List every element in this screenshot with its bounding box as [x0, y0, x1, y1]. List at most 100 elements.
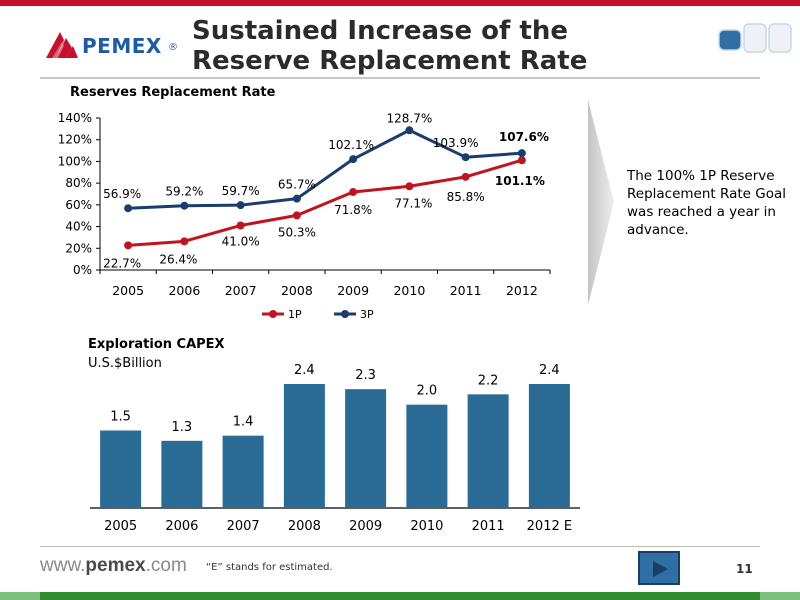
capex-bar: [406, 404, 448, 508]
bar-chart-title: Exploration CAPEX: [88, 337, 225, 352]
header-divider: [40, 77, 760, 79]
x-tick-label: 2010: [393, 283, 425, 298]
capex-bar: [161, 440, 203, 508]
series-point-3p: [517, 149, 526, 158]
footer-url-prefix: www.: [40, 555, 86, 576]
y-tick-label: 0%: [73, 263, 92, 277]
capex-bar-value-label: 1.3: [172, 420, 193, 435]
data-label-1p: 101.1%: [495, 174, 545, 188]
x-tick-label: 2008: [281, 283, 313, 298]
y-tick-label: 40%: [65, 220, 92, 234]
legend-label-3p: 3P: [360, 308, 374, 321]
y-tick-label: 120%: [58, 133, 92, 147]
bottom-strip-left-segment: [0, 592, 40, 600]
capex-bar-value-label: 1.4: [233, 415, 254, 430]
capex-bar: [100, 430, 142, 508]
legend-marker-3p: [341, 310, 349, 318]
series-point-1p: [405, 182, 414, 191]
reserve-goal-note: The 100% 1P Reserve Replacement Rate Goa…: [627, 168, 786, 238]
slide-title: Sustained Increase of the Reserve Replac…: [192, 16, 588, 76]
series-line-3p: [128, 128, 522, 210]
estimate-footnote: “E” stands for estimated.: [206, 562, 333, 573]
capex-x-tick-label: 2005: [104, 519, 137, 534]
data-label-3p: 59.7%: [222, 184, 260, 198]
bar-chart-subtitle: U.S.$Billion: [88, 356, 162, 371]
x-tick-label: 2011: [450, 283, 482, 298]
footer-divider: [40, 546, 760, 547]
series-point-1p: [292, 211, 301, 220]
series-point-1p: [461, 172, 470, 181]
capex-x-tick-label: 2012 E: [527, 519, 572, 534]
capex-bar: [222, 435, 264, 508]
y-tick-label: 100%: [58, 154, 92, 168]
data-label-3p: 128.7%: [386, 111, 432, 125]
x-tick-label: 2006: [168, 283, 200, 298]
capex-x-tick-label: 2011: [472, 519, 505, 534]
reserves-line-chart: Reserves Replacement Rate 0% 20% 40% 60% 80%…: [58, 85, 551, 321]
data-label-3p: 59.2%: [165, 185, 203, 199]
capex-bar: [528, 384, 570, 508]
legend-label-1p: 1P: [288, 308, 302, 321]
series-point-1p: [180, 237, 189, 246]
capex-x-tick-label: 2006: [165, 519, 198, 534]
footer-website-link[interactable]: www.pemex.com: [40, 555, 187, 577]
data-label-1p: 41.0%: [222, 234, 260, 248]
data-label-1p: 22.7%: [103, 256, 141, 270]
series-line-1p: [128, 158, 523, 247]
footer-url-suffix: .com: [145, 555, 187, 576]
x-tick-label: 2005: [112, 283, 144, 298]
data-label-3p: 65.7%: [278, 178, 316, 192]
y-tick-label: 140%: [58, 111, 92, 125]
footer-url-domain: pemex: [85, 555, 146, 576]
data-label-1p: 26.4%: [159, 252, 197, 266]
x-tick-label: 2012: [506, 283, 538, 298]
capex-bar-value-label: 2.3: [355, 368, 376, 383]
y-tick-label: 60%: [65, 198, 92, 212]
bottom-accent-strip: [0, 592, 800, 600]
play-arrow-icon: [653, 561, 668, 577]
capex-bar-value-label: 2.4: [294, 363, 315, 378]
series-point-1p: [517, 156, 526, 165]
capex-x-tick-label: 2008: [288, 519, 321, 534]
capex-x-tick-label: 2010: [410, 519, 443, 534]
pemex-eagle-icon: [46, 32, 78, 58]
capex-bar: [283, 384, 325, 508]
data-label-1p: 85.8%: [447, 190, 485, 204]
capex-bar: [345, 389, 387, 508]
capex-bar-value-label: 2.2: [478, 373, 499, 388]
pemex-logo: PEMEX ®: [42, 24, 182, 66]
next-slide-button[interactable]: [638, 551, 680, 585]
capex-bar-value-label: 1.5: [110, 410, 131, 425]
data-label-3p: 56.9%: [103, 187, 141, 201]
series-point-3p: [349, 155, 358, 164]
capex-bar: [467, 394, 509, 508]
bottom-strip-right-segment: [760, 592, 800, 600]
data-label-1p: 77.1%: [394, 196, 432, 210]
y-tick-label: 80%: [65, 176, 92, 190]
capex-bar-chart: Exploration CAPEX U.S.$Billion 1.5 2005 1.…: [88, 337, 580, 534]
line-chart-title: Reserves Replacement Rate: [70, 85, 276, 100]
series-point-3p: [180, 201, 189, 210]
series-point-1p: [349, 188, 358, 197]
series-point-3p: [405, 126, 414, 135]
data-label-1p: 71.8%: [334, 203, 372, 217]
data-label-3p: 107.6%: [499, 130, 549, 144]
series-point-1p: [124, 241, 133, 250]
x-tick-label: 2009: [337, 283, 369, 298]
chevron-divider-icon: [588, 100, 614, 305]
series-point-1p: [236, 221, 245, 230]
capex-x-tick-label: 2009: [349, 519, 382, 534]
logo-wordmark: PEMEX: [82, 34, 162, 58]
y-tick-label: 20%: [65, 241, 92, 255]
series-point-3p: [292, 194, 301, 203]
series-point-3p: [461, 153, 470, 162]
series-point-3p: [124, 204, 133, 213]
x-tick-label: 2007: [225, 283, 257, 298]
logo-registered-mark: ®: [168, 42, 178, 53]
data-label-1p: 50.3%: [278, 225, 316, 239]
series-point-3p: [236, 201, 245, 210]
page-number: 11: [736, 562, 753, 576]
capex-bar-value-label: 2.0: [417, 384, 438, 399]
top-accent-strip: [0, 0, 800, 6]
capex-x-tick-label: 2007: [227, 519, 260, 534]
